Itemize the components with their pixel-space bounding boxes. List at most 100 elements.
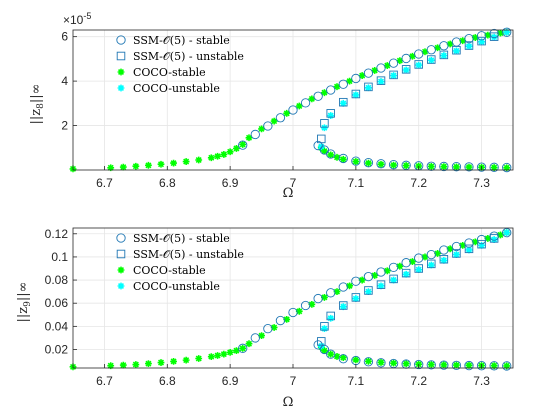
bottom-chart-coco-stable-point: [182, 356, 190, 364]
bottom-chart-legend-marker-point: [116, 249, 126, 259]
bottom-chart-coco-unstable-point: [321, 325, 328, 333]
bottom-chart-ssm-5-stable-point: [363, 271, 374, 282]
bottom-chart-x-tick-label: 7: [290, 374, 297, 388]
top-chart-ssm-5-stable-point: [426, 161, 436, 171]
top-chart-coco-stable-lower-branch-point: [365, 159, 372, 167]
top-chart-x-tick-label: 6.9: [222, 176, 239, 190]
top-chart-coco-stable-point: [157, 160, 165, 168]
top-chart-coco-unstable-point: [365, 84, 372, 92]
bottom-chart-coco-unstable-point: [427, 261, 435, 269]
top-chart-coco-stable-point: [346, 77, 353, 85]
bottom-chart-coco-stable-point: [446, 245, 454, 253]
top-chart-ssm-5-stable-point: [401, 160, 411, 170]
top-chart-coco-unstable-point: [352, 91, 360, 99]
bottom-chart-coco-stable-point: [459, 241, 467, 249]
top-chart-ssm-5-stable-point: [250, 129, 260, 140]
top-chart-legend-marker-point: [117, 68, 125, 76]
bottom-chart-y-axis-label: ||z9||∞: [16, 282, 33, 323]
bottom-chart-coco-stable-lower-branch-point: [402, 360, 410, 368]
top-chart-x-axis-label: Ω: [283, 186, 294, 201]
bottom-chart-coco-stable-lower-branch-point: [327, 350, 335, 358]
bottom-chart-legend-label: COCO-unstable: [133, 280, 220, 293]
bottom-chart-coco-unstable-point: [402, 270, 410, 278]
top-chart-coco-stable-lower-branch-point: [321, 147, 328, 155]
top-chart-coco-stable-point: [145, 161, 152, 169]
bottom-chart-coco-stable-point: [484, 235, 492, 242]
bottom-chart-coco-stable-point: [258, 332, 265, 340]
bottom-chart-ssm-5-unstable-point: [339, 301, 348, 310]
top-chart-coco-unstable-point: [327, 112, 335, 119]
top-chart-coco-unstable-point: [377, 78, 385, 85]
bottom-chart-ssm-5-stable-point: [439, 360, 449, 370]
bottom-chart-ssm-5-stable-point: [351, 276, 361, 286]
top-chart-coco-unstable-point: [390, 72, 397, 79]
bottom-chart-coco-stable-point: [434, 250, 441, 257]
top-chart-grid: [73, 30, 513, 170]
bottom-chart-coco-stable-point: [270, 324, 278, 331]
bottom-chart-marks: [69, 227, 512, 371]
top-chart-coco-stable-point: [383, 62, 391, 69]
bottom-chart-legend-marker-point: [117, 282, 125, 290]
top-chart-coco-stable-lower-branch-point: [333, 153, 341, 161]
bottom-chart-coco-stable-lower-branch-point: [453, 361, 460, 369]
top-chart-ssm-5-unstable-point: [427, 55, 436, 64]
top-chart-ssm-5-stable-point: [338, 79, 348, 89]
top-chart-coco-unstable-point: [339, 99, 347, 107]
bottom-chart-ssm-5-unstable-point: [414, 264, 423, 273]
bottom-chart-coco-stable-lower-branch-point: [365, 357, 372, 365]
bottom-chart-ssm-5-stable-point: [376, 267, 386, 277]
bottom-chart-ssm-5-stable-point: [451, 241, 462, 252]
bottom-chart-coco-stable-point: [145, 360, 152, 368]
top-chart-ssm-5-unstable-point: [414, 60, 423, 69]
bottom-chart-coco-stable-point: [358, 276, 366, 284]
bottom-chart-ssm-5-stable-point: [313, 293, 323, 304]
bottom-chart-ssm-5-stable-point: [338, 354, 348, 364]
top-chart-ssm-5-stable-point: [326, 85, 336, 95]
top-chart-legend-marker-point: [117, 84, 125, 92]
top-chart-coco-stable-point: [295, 102, 303, 110]
top-chart-x-tick-label: 7.1: [348, 176, 365, 190]
bottom-chart-coco-unstable-point: [365, 288, 372, 296]
top-chart-ssm-5-stable-point: [263, 121, 273, 131]
bottom-chart-ssm-5-unstable-point: [351, 293, 361, 302]
top-chart-x-ticks: 6.7 6.8 6.9 7 7.1 7.2 7.3: [96, 166, 490, 190]
bottom-chart-coco-stable-point: [371, 272, 379, 279]
top-chart-coco-stable-lower-branch-point: [427, 163, 435, 170]
top-chart-legend-marker-point: [116, 51, 126, 61]
bottom-chart-ssm-5-stable-point: [388, 262, 399, 272]
top-chart-coco-stable-point: [333, 83, 341, 91]
bottom-chart-coco-unstable-point: [415, 266, 423, 274]
bottom-chart-legend-marker-point: [117, 266, 125, 274]
top-chart-ssm-5-stable-point: [288, 105, 298, 115]
top-chart-coco-stable-lower-branch-point: [377, 160, 385, 168]
top-chart-ssm-5-stable-point: [476, 31, 487, 41]
bottom-chart-ssm-5-stable-point: [275, 315, 286, 326]
bottom-chart-coco-stable-lower-branch-point: [490, 362, 498, 370]
bottom-chart-ssm-5-stable-point: [464, 360, 474, 371]
bottom-chart-ssm-5-unstable-point: [364, 286, 373, 295]
bottom-chart-x-tick-label: 7.3: [473, 374, 490, 388]
bottom-chart-coco-stable-point: [321, 294, 328, 301]
top-chart-x-tick-label: 7: [290, 176, 297, 190]
bottom-chart-x-tick-label: 6.9: [222, 374, 239, 388]
bottom-chart-coco-unstable-point: [478, 241, 485, 249]
top-chart-ssm-5-stable-point: [275, 113, 286, 123]
bottom-chart-x-tick-label: 7.1: [348, 374, 365, 388]
bottom-chart-y-tick-label: 0.02: [45, 342, 69, 356]
top-chart-coco-unstable-point: [503, 28, 511, 36]
bottom-chart-ssm-5-stable-point: [326, 288, 336, 298]
bottom-chart-ssm-5-unstable-point: [317, 337, 326, 346]
top-chart-coco-stable-lower-branch-point: [465, 163, 473, 171]
bottom-chart-ssm-5-stable-point: [363, 357, 374, 367]
bottom-chart-coco-unstable-point: [503, 229, 511, 237]
top-chart-x-tick-label: 6.8: [159, 176, 176, 190]
top-chart-ssm-5-unstable-point: [339, 97, 348, 107]
top-chart-coco-stable-point: [119, 163, 127, 171]
top-chart-coco-unstable-point: [440, 52, 448, 59]
bottom-chart-legend-label: COCO-stable: [133, 264, 206, 277]
top-chart-coco-stable-point: [396, 57, 404, 65]
bottom-chart-coco-stable-lower-branch-point: [465, 361, 473, 369]
bottom-chart-coco-stable-point: [119, 361, 127, 369]
top-chart-ssm-5-stable-point: [439, 161, 449, 172]
